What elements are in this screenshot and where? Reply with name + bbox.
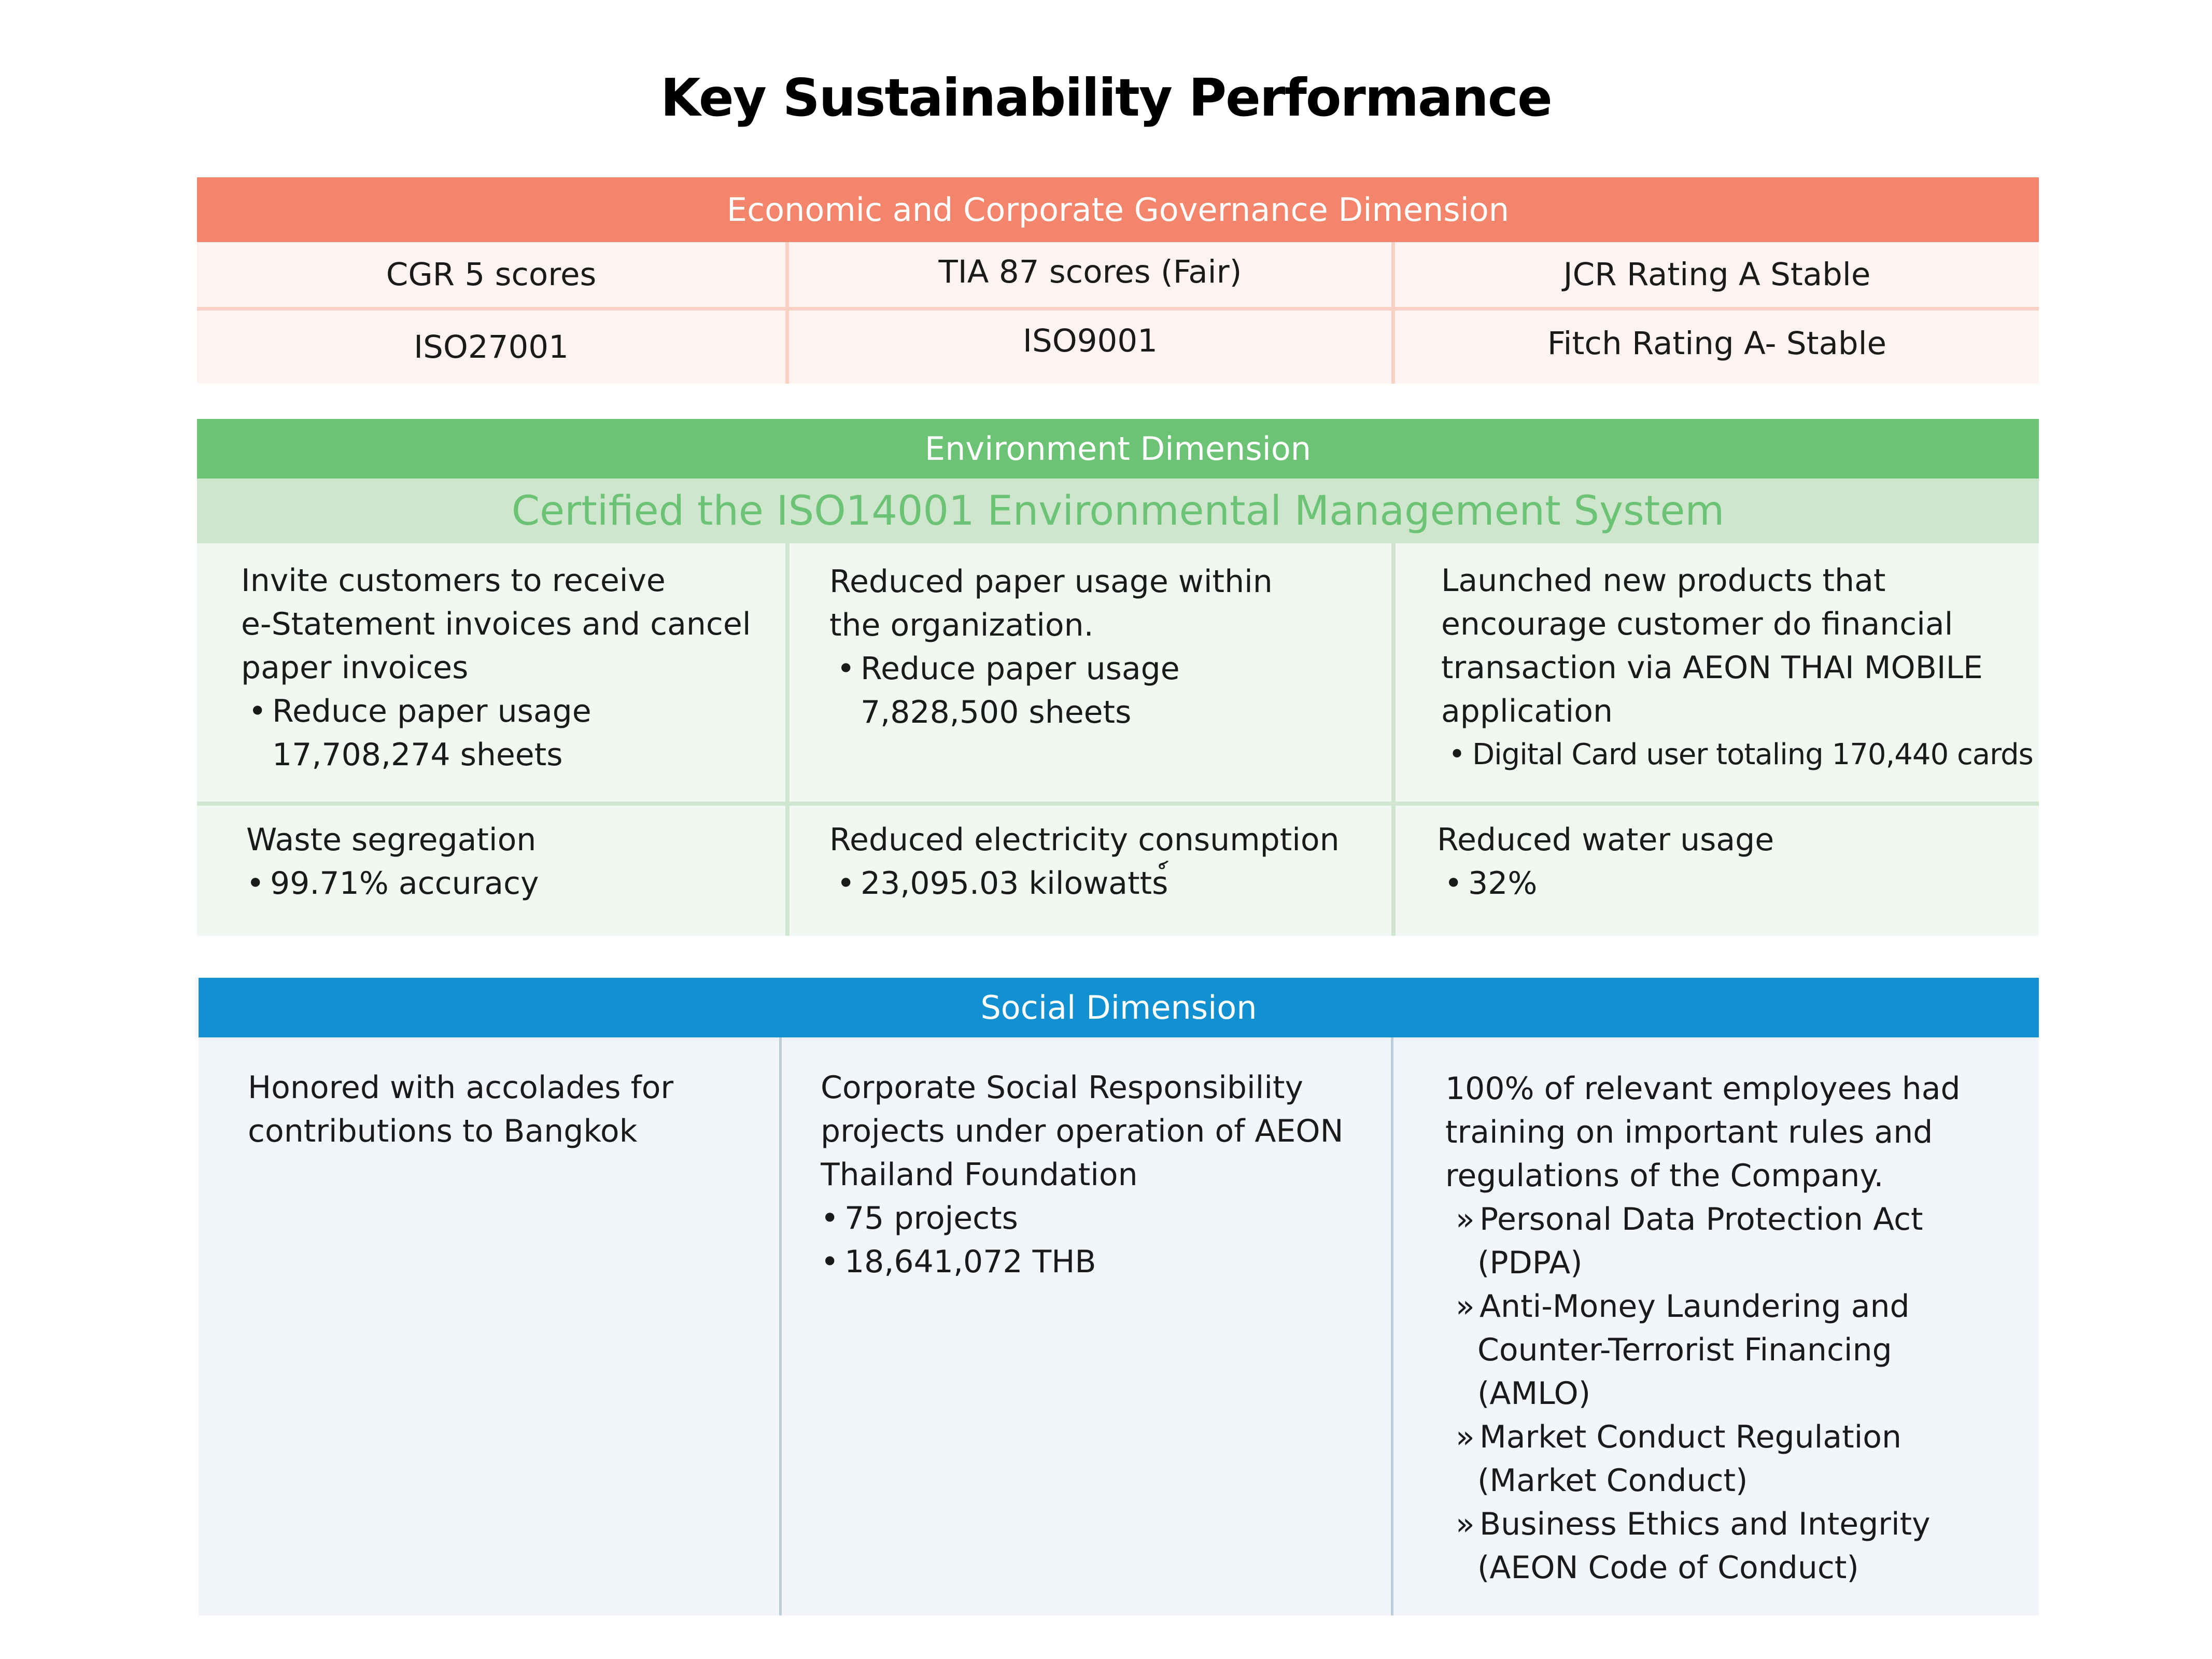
- text-line: Waste segregation: [246, 822, 537, 858]
- text-line: paper invoices: [241, 650, 469, 686]
- text-line: Reduced paper usage within: [829, 564, 1273, 600]
- text-line: Honored with accolades for: [248, 1070, 674, 1106]
- environment-cell: Reduced electricity consumption • 23,095.…: [829, 818, 1389, 922]
- social-cell: Corporate Social Responsibility projects…: [821, 1066, 1386, 1377]
- bullet-item: • 75 projects: [821, 1197, 1386, 1240]
- social-header: Social Dimension: [199, 978, 2039, 1037]
- environment-cell: Reduced water usage • 32%: [1437, 818, 2033, 922]
- list-item-cont: (Market Conduct): [1477, 1463, 1748, 1499]
- list-item-cont: (AEON Code of Conduct): [1477, 1550, 1859, 1586]
- bullet-item: • Reduce paper usage: [241, 690, 785, 733]
- environment-section: Environment Dimension Certified the ISO1…: [197, 419, 2039, 936]
- list-item: » Business Ethics and Integrity: [1445, 1502, 2036, 1546]
- environment-cell: Invite customers to receive e-Statement …: [241, 559, 785, 797]
- bullet-item: • 18,641,072 THB: [821, 1240, 1386, 1284]
- text-line: the organization.: [829, 607, 1094, 643]
- page-title: Key Sustainability Performance: [660, 67, 1553, 128]
- environment-cell: Launched new products that encourage cus…: [1441, 559, 2037, 797]
- list-item: » Market Conduct Regulation: [1445, 1415, 2036, 1459]
- divider: [197, 802, 2039, 806]
- text-line: transaction via AEON THAI MOBILE: [1441, 650, 1983, 686]
- list-item: » Personal Data Protection Act: [1445, 1198, 2036, 1241]
- bullet-item: • Reduce paper usage: [829, 647, 1389, 691]
- text-line: Corporate Social Responsibility: [821, 1070, 1304, 1106]
- environment-cell: Reduced paper usage within the organizat…: [829, 560, 1389, 798]
- list-item-text: Market Conduct Regulation: [1480, 1419, 1902, 1455]
- divider: [197, 307, 2039, 311]
- bullet-cont: 17,708,274 sheets: [272, 737, 563, 773]
- text-line: Reduced electricity consumption: [829, 822, 1340, 858]
- economic-cell: ISO27001: [414, 329, 569, 365]
- environment-header: Environment Dimension: [197, 419, 2039, 479]
- text-line: e-Statement invoices and cancel: [241, 606, 751, 642]
- environment-subheader: Certified the ISO14001 Environmental Man…: [197, 479, 2039, 543]
- economic-header: Economic and Corporate Governance Dimens…: [197, 177, 2039, 242]
- list-item-text: Personal Data Protection Act: [1480, 1201, 1923, 1238]
- list-item-cont: Counter-Terrorist Financing: [1477, 1332, 1892, 1368]
- list-item: » Anti-Money Laundering and: [1445, 1285, 2036, 1328]
- divider: [1391, 1037, 1393, 1615]
- bullet-text: Digital Card user totaling 170,440 cards: [1472, 738, 2034, 771]
- bullet-text: Reduce paper usage: [861, 651, 1180, 687]
- social-section: Social Dimension Honored with accolades …: [199, 978, 2039, 1615]
- raquo-icon: »: [1456, 1506, 1475, 1542]
- economic-section: Economic and Corporate Governance Dimens…: [197, 177, 2039, 384]
- list-item-text: Anti-Money Laundering and: [1480, 1288, 1910, 1325]
- text-line: contributions to Bangkok: [248, 1113, 638, 1149]
- bullet-icon: •: [837, 651, 855, 687]
- economic-cell: Fitch Rating A- Stable: [1547, 325, 1887, 362]
- economic-cell: ISO9001: [1023, 322, 1158, 359]
- text-line: training on important rules and: [1445, 1114, 1933, 1150]
- text-line: projects under operation of AEON: [821, 1113, 1344, 1149]
- bullet-item: • 99.71% accuracy: [246, 862, 780, 905]
- text-line: Invite customers to receive: [241, 563, 666, 599]
- divider: [785, 242, 789, 384]
- economic-cell: TIA 87 scores (Fair): [938, 254, 1242, 290]
- text-line: Launched new products that: [1441, 563, 1886, 599]
- economic-cell: CGR 5 scores: [386, 256, 597, 293]
- bullet-item: • Digital Card user totaling 170,440 card…: [1441, 733, 2037, 777]
- text-line: Thailand Foundation: [821, 1157, 1138, 1193]
- bullet-text: 32%: [1468, 865, 1538, 902]
- bullet-icon: •: [837, 865, 855, 902]
- bullet-cont: 7,828,500 sheets: [861, 694, 1132, 730]
- social-cell: 100% of relevant employees had training …: [1445, 1067, 2036, 1611]
- bullet-item: • 23,095.03 kilowatts์: [829, 862, 1389, 905]
- bullet-text: Reduce paper usage: [272, 693, 591, 729]
- bullet-icon: •: [246, 865, 265, 902]
- bullet-icon: •: [248, 693, 267, 729]
- raquo-icon: »: [1456, 1288, 1475, 1325]
- social-cell: Honored with accolades for contributions…: [248, 1066, 766, 1221]
- bullet-icon: •: [1448, 738, 1466, 771]
- text-line: application: [1441, 693, 1613, 729]
- list-item-cont: (PDPA): [1477, 1245, 1583, 1281]
- bullet-text: 75 projects: [844, 1200, 1018, 1236]
- bullet-icon: •: [821, 1200, 839, 1236]
- text-line: 100% of relevant employees had: [1445, 1071, 1961, 1107]
- environment-cell: Waste segregation • 99.71% accuracy: [246, 818, 780, 922]
- divider: [785, 543, 790, 936]
- text-line: encourage customer do financial: [1441, 606, 1953, 642]
- bullet-icon: •: [821, 1244, 839, 1280]
- raquo-icon: »: [1456, 1201, 1475, 1238]
- bullet-item: • 32%: [1437, 862, 2033, 905]
- bullet-icon: •: [1444, 865, 1463, 902]
- divider: [779, 1037, 782, 1615]
- bullet-text: 18,641,072 THB: [844, 1244, 1096, 1280]
- bullet-text: 99.71% accuracy: [270, 865, 539, 902]
- text-line: regulations of the Company.: [1445, 1158, 1884, 1194]
- list-item-cont: (AMLO): [1477, 1375, 1591, 1412]
- economic-cell: JCR Rating A Stable: [1563, 256, 1871, 293]
- raquo-icon: »: [1456, 1419, 1475, 1455]
- divider: [1391, 543, 1396, 936]
- list-item-text: Business Ethics and Integrity: [1480, 1506, 1931, 1542]
- divider: [1391, 242, 1395, 384]
- text-line: Reduced water usage: [1437, 822, 1774, 858]
- bullet-text: 23,095.03 kilowatts์: [861, 865, 1168, 902]
